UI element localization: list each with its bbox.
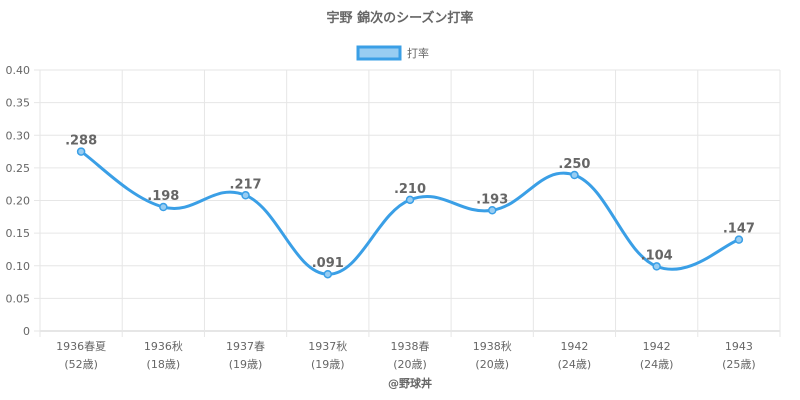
x-tick-label: 1942 [560,340,588,353]
x-tick-sublabel: (25歳) [722,358,756,371]
data-point [734,235,744,244]
x-tick-label: 1938秋 [473,339,512,353]
y-tick-label: 0.40 [6,64,31,77]
x-tick-sublabel: (19歳) [229,358,263,371]
x-tick-sublabel: (18歳) [147,358,181,371]
x-tick-label: 1937秋 [308,339,347,353]
x-tick-sublabel: (52歳) [64,358,98,371]
legend-swatch [356,45,402,61]
y-tick-label: 0.30 [6,129,31,142]
data-point [487,206,497,215]
x-axis: 1936春夏 (52歳) 1936秋 (18歳) 1937春 (19歳) 1937秋 (19歳… [56,339,756,371]
data-label: .147 [723,222,755,237]
legend[interactable]: 打率 [356,45,429,61]
x-tick-sublabel: (20歳) [475,358,509,371]
data-point [159,202,168,212]
x-tick-label: 1942 [643,340,671,353]
x-tick-sublabel: (20歳) [393,358,427,371]
data-label: .250 [558,157,590,172]
series-batting-average [76,147,744,279]
x-tick-sublabel: (19歳) [311,358,345,371]
data-label: .288 [65,134,97,149]
data-label: .091 [312,256,344,271]
data-label: .217 [230,177,262,192]
data-point [76,147,86,156]
data-point [323,269,333,279]
x-tick-label: 1938春 [391,340,430,353]
x-tick-label: 1943 [725,340,753,353]
x-tick-label: 1936春夏 [56,340,106,353]
y-tick-label: 0 [23,325,30,338]
y-tick-label: 0.15 [6,227,31,240]
data-label: .193 [476,192,508,207]
data-point [405,195,415,205]
data-label: .104 [641,248,673,263]
data-point [652,262,661,271]
chart-title: 宇野 錦次のシーズン打率 [327,10,474,26]
data-point [241,191,250,200]
data-label: .198 [147,189,179,204]
y-tick-label: 0.10 [6,260,31,273]
grid [34,69,781,337]
x-tick-sublabel: (24歳) [558,358,592,371]
data-point [570,170,579,180]
x-tick-label: 1937春 [226,340,265,353]
credit-text: @野球丼 [388,376,432,390]
y-tick-label: 0.35 [6,97,31,110]
x-tick-sublabel: (24歳) [640,358,674,371]
data-label: .210 [394,182,426,197]
y-tick-label: 0.20 [6,195,31,208]
y-axis: 0 0.05 0.10 0.15 0.20 0.25 0.30 0.35 0.40 [6,64,31,338]
x-tick-label: 1936秋 [144,339,183,353]
y-tick-label: 0.05 [6,292,31,305]
data-labels: .288 .198 .217 .091 .210 .193 .250 .104 .147 [65,134,755,272]
y-tick-label: 0.25 [6,162,31,175]
legend-label: 打率 [407,46,429,60]
